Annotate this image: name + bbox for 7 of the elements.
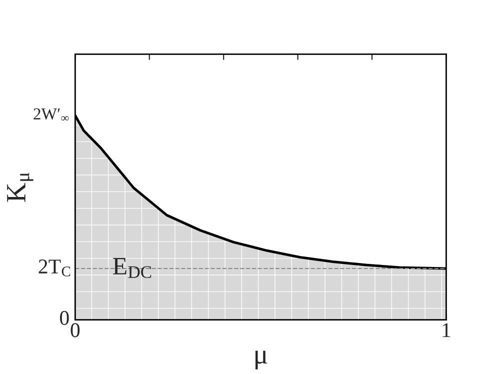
text: 0 xyxy=(60,310,69,325)
y-axis-title: K$_{μ}$ xyxy=(7,172,34,202)
ref-line-label: 2T$_{C}$ xyxy=(38,260,70,276)
x-tick-label: 1 xyxy=(442,323,450,338)
text: 2W′$_{∞}$ xyxy=(34,108,69,121)
x-axis-title: μ xyxy=(255,350,267,370)
annotation: E$_{DC}$ xyxy=(112,258,152,278)
